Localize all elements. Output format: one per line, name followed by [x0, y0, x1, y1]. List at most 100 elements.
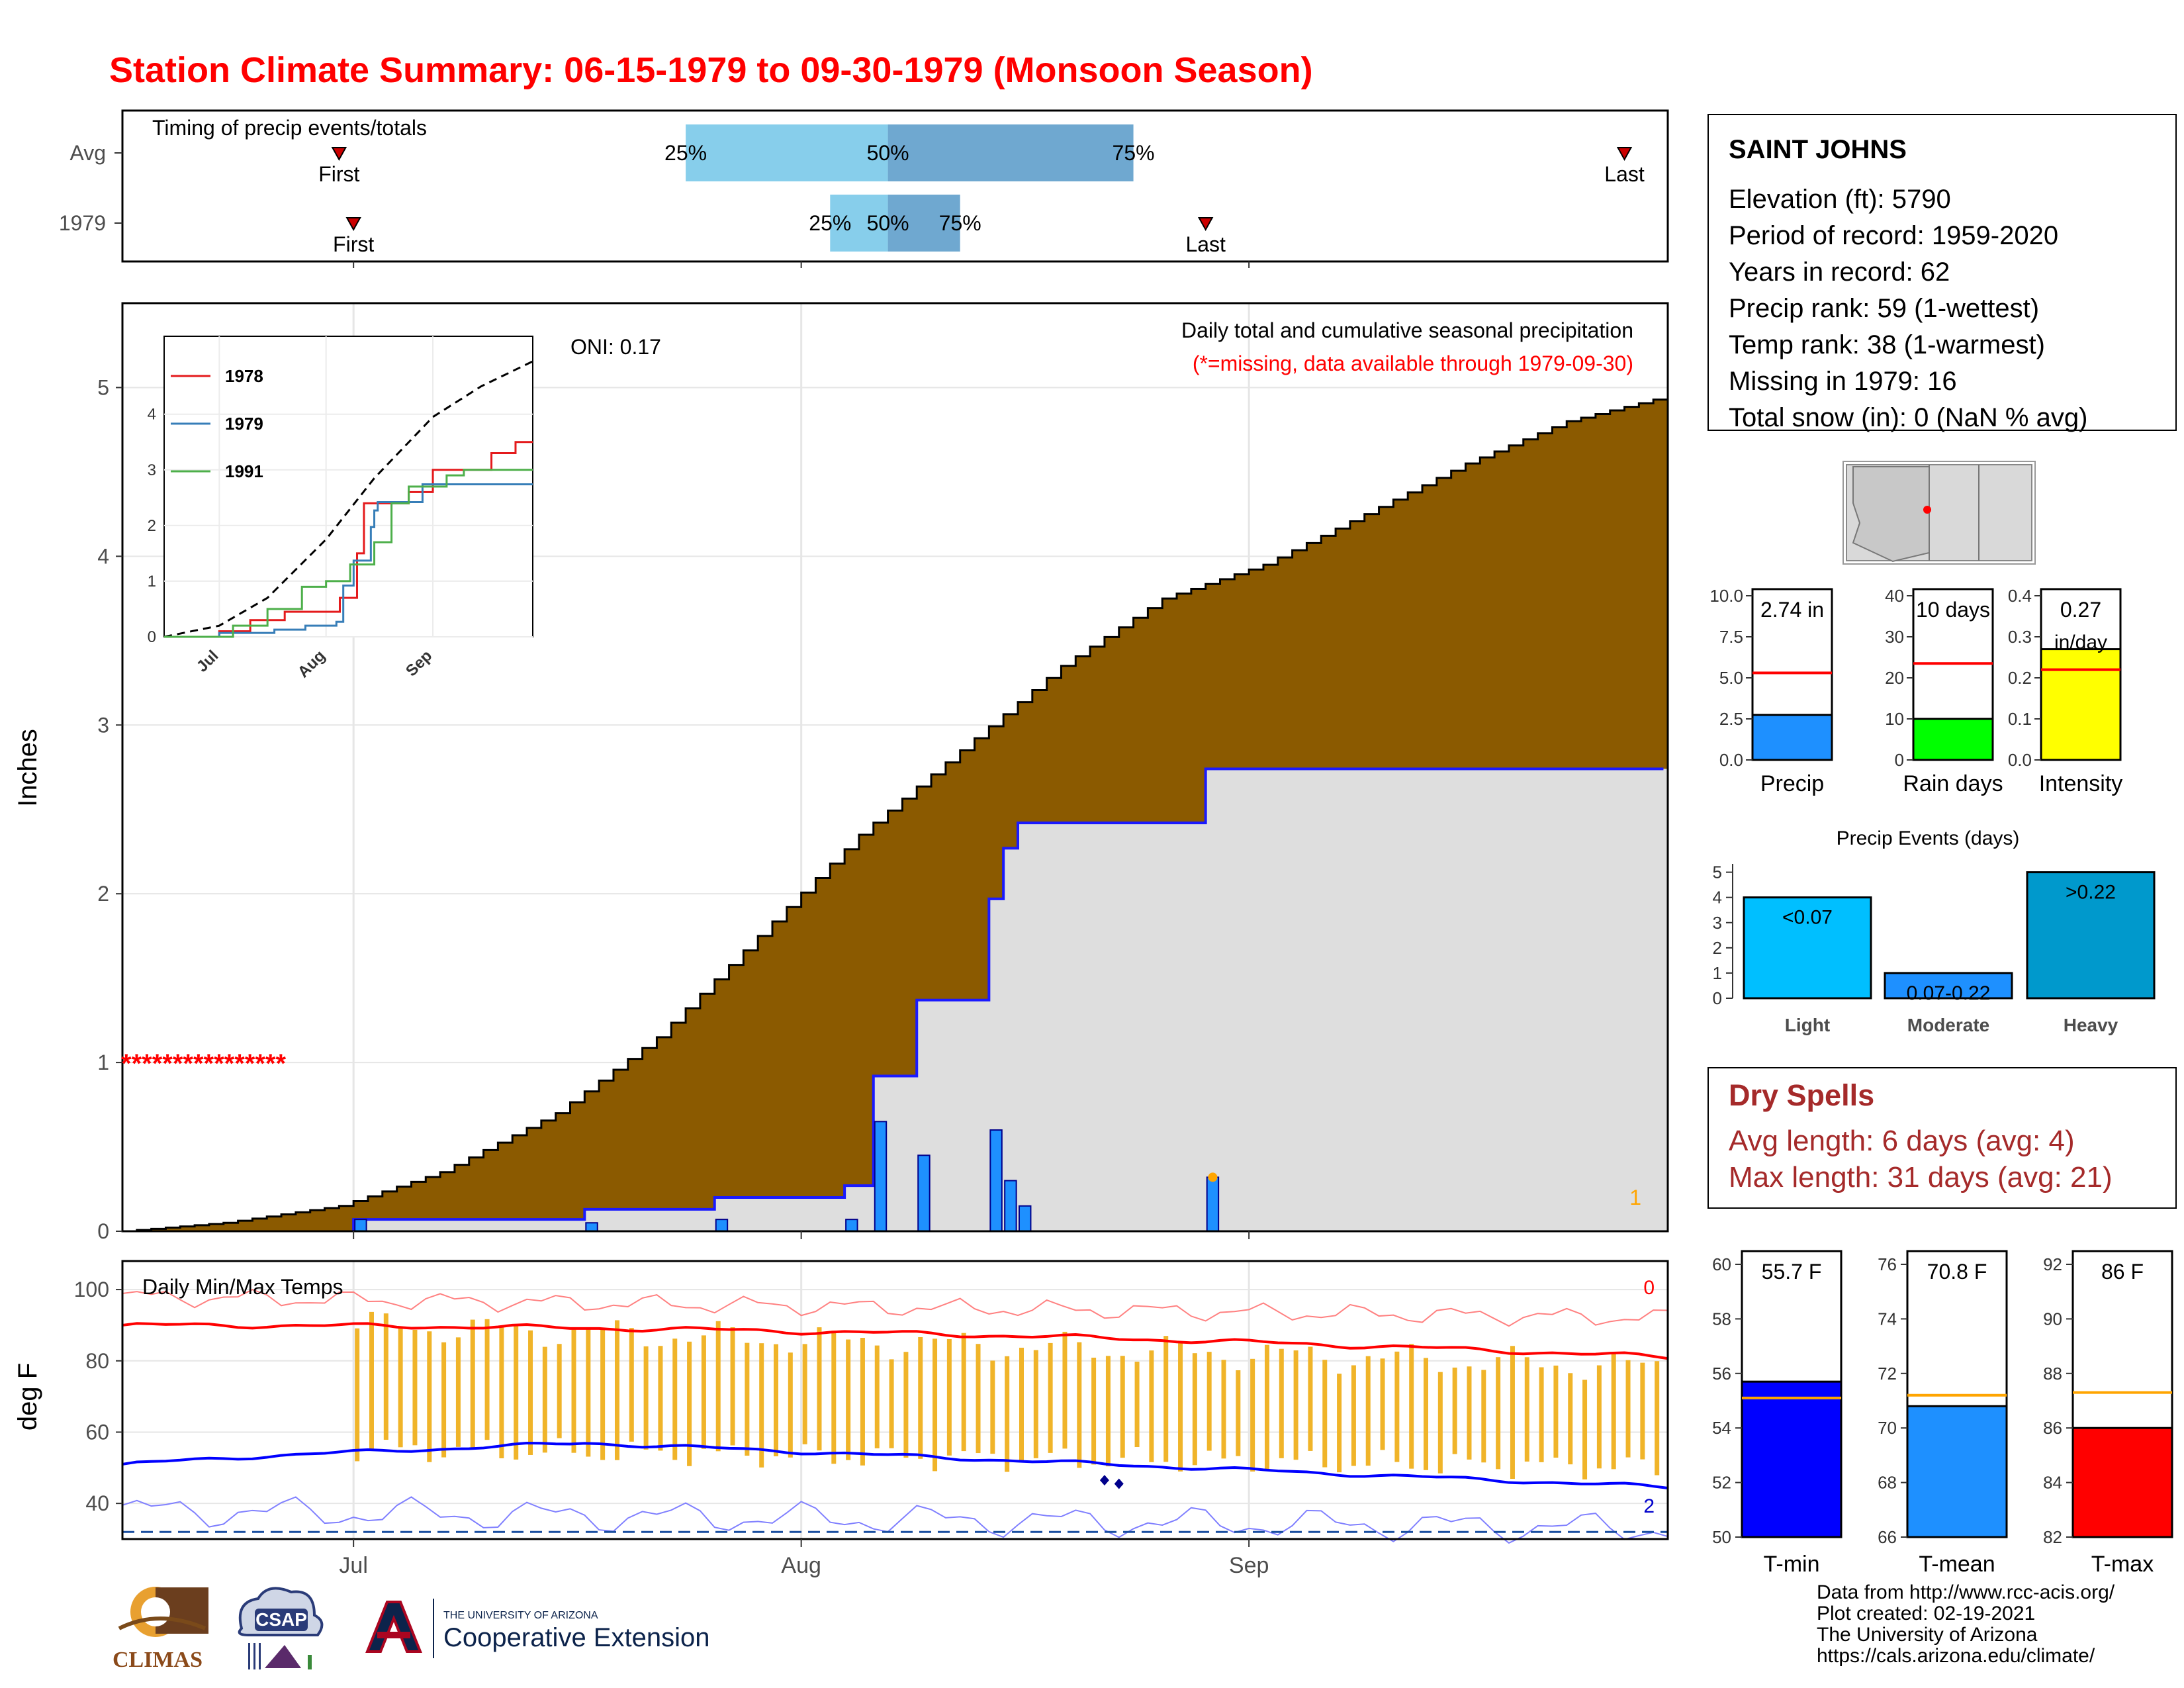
summary-bar-label: Intensity	[2039, 771, 2123, 796]
daily-temp-range-bar	[614, 1320, 619, 1460]
precip-events-bar-heavy	[2026, 871, 2156, 1000]
inset-y-tick-label: 1	[148, 573, 156, 590]
daily-temp-range-bar	[874, 1345, 880, 1448]
summary-bar-value-unit: in/day	[2054, 632, 2107, 653]
precip-corner-count: 1	[1629, 1186, 1641, 1209]
daily-temp-range-bar	[1293, 1350, 1298, 1460]
map-arizona-shape	[1852, 466, 1930, 563]
daily-temp-range-bar	[1611, 1353, 1616, 1470]
daily-temp-range-bar	[1048, 1342, 1053, 1453]
inset-y-tick-label: 2	[148, 517, 156, 535]
inset-legend-label: 1979	[225, 414, 263, 434]
precip-events-tick-label: 4	[1713, 888, 1722, 908]
temperature-y-tick-label: 60	[85, 1420, 109, 1444]
daily-temp-range-bar	[1655, 1361, 1660, 1476]
precip-y-tick-label: 2	[97, 882, 109, 906]
record-low-line	[122, 1496, 1668, 1544]
daily-temp-range-bar	[961, 1333, 966, 1452]
daily-temp-range-bar	[846, 1339, 851, 1460]
daily-precip-bar	[1206, 1176, 1220, 1232]
daily-temp-range-bar	[1120, 1356, 1125, 1458]
precip-y-tick-label: 1	[97, 1051, 109, 1074]
station-elevation: Elevation (ft): 5790	[1729, 185, 1951, 214]
inset-y-tick-label: 4	[148, 406, 156, 424]
summary-bar-0	[1751, 714, 1833, 761]
daily-temp-range-bar	[1365, 1356, 1371, 1466]
temp-summary-tick-label: 70	[1878, 1418, 1897, 1438]
station-name: SAINT JOHNS	[1729, 135, 1907, 164]
temperature-count-top: 0	[1643, 1277, 1655, 1299]
summary-bar-tick-label: 0.2	[2008, 668, 2032, 688]
precip-events-bar-label: Moderate	[1907, 1015, 1989, 1035]
timing-q50-label: 50%	[867, 141, 909, 165]
daily-temp-range-bar	[1019, 1347, 1024, 1462]
summary-bar-tick-label: 0.0	[2008, 750, 2032, 770]
temp-summary-tick-label: 60	[1712, 1254, 1731, 1274]
record-low-marker	[1099, 1475, 1109, 1486]
temp-summary-tick-label: 74	[1878, 1309, 1897, 1329]
precip-events-tick-label: 0	[1713, 988, 1722, 1008]
timing-last-label: Last	[1185, 232, 1226, 256]
daily-temp-range-bar	[715, 1321, 721, 1452]
precip-events-bar-value: <0.07	[1782, 907, 1833, 929]
logo-strip: CLIMAS CSAP THE UNIVERSITY OF ARIZONA Co…	[113, 1587, 709, 1672]
daily-temp-range-bar	[455, 1337, 461, 1447]
precip-y-tick-label: 3	[97, 713, 109, 737]
daily-temp-range-bar	[1510, 1346, 1515, 1479]
daily-precip-bar	[715, 1219, 729, 1233]
station-missing: Missing in 1979: 16	[1729, 367, 1957, 396]
inset-y-tick-label: 0	[148, 628, 156, 646]
daily-temp-range-bar	[1437, 1372, 1443, 1474]
inset-frame	[163, 336, 533, 637]
daily-temp-range-bar	[1163, 1336, 1169, 1462]
daily-temp-range-bar	[1394, 1351, 1400, 1462]
x-axis-month-label: Sep	[1229, 1553, 1269, 1578]
daily-temp-range-bar	[1062, 1331, 1068, 1449]
daily-temp-range-bar	[1221, 1360, 1226, 1459]
daily-temp-range-bar	[1640, 1362, 1645, 1460]
dry-spells-box: Dry Spells Avg length: 6 days (avg: 4) M…	[1707, 1067, 2177, 1209]
daily-temp-range-bar	[1351, 1365, 1356, 1466]
temperature-panel-frame	[121, 1260, 1669, 1540]
ua-logo-line2: Cooperative Extension	[443, 1623, 709, 1652]
temp-summary-tick-label: 84	[2043, 1473, 2062, 1493]
summary-bar-value: 0.27	[2060, 598, 2101, 622]
daily-temp-range-bar	[745, 1342, 750, 1456]
daily-temp-range-bar	[1077, 1342, 1082, 1468]
temp-summary-value: 55.7 F	[1762, 1260, 1822, 1284]
daily-temp-range-bar	[383, 1313, 388, 1440]
daily-temp-range-bar	[441, 1342, 447, 1458]
daily-temp-range-bar	[369, 1311, 374, 1451]
x-axis-month-label: Aug	[781, 1553, 821, 1578]
inset-average-line	[163, 360, 533, 638]
daily-temp-range-bar	[701, 1335, 706, 1449]
summary-bar-tick-label: 0.3	[2008, 627, 2032, 647]
timing-first-label: First	[318, 162, 359, 186]
precip-panel-title: Daily total and cumulative seasonal prec…	[1181, 318, 1633, 342]
summary-bar-tick-label: 0.1	[2008, 709, 2032, 729]
daily-temp-range-bar	[600, 1329, 606, 1460]
daily-temp-range-bar	[1596, 1365, 1602, 1469]
temp-summary-tick-label: 72	[1878, 1364, 1897, 1383]
temperature-count-bottom: 2	[1643, 1495, 1655, 1517]
timing-panel: Timing of precip events/totals 25% 50% 75%…	[59, 109, 1669, 263]
credit-university: The University of Arizona	[1817, 1624, 2038, 1646]
timing-row-label: 1979	[59, 211, 106, 235]
precip-events-tick-label: 3	[1713, 913, 1722, 933]
daily-precip-bar	[874, 1121, 887, 1232]
timing-last-label: Last	[1604, 162, 1645, 186]
timing-q25-label: 25%	[664, 141, 707, 165]
precip-events-bar-value: 0.07-0.22	[1907, 982, 1991, 1004]
daily-temp-range-bar	[730, 1327, 735, 1446]
average-low-line	[122, 1441, 1668, 1490]
station-years: Years in record: 62	[1729, 258, 1950, 287]
summary-bar-1	[1912, 718, 1994, 761]
credits: Data from http://www.rcc-acis.org/ Plot …	[1817, 1582, 2115, 1667]
daily-precip-max-marker	[1208, 1172, 1218, 1182]
precip-y-tick-label: 5	[97, 375, 109, 399]
temp-summary-tick-label: 88	[2043, 1364, 2062, 1383]
daily-temp-range-bar	[1279, 1348, 1284, 1458]
summary-bar-tick-label: 0.4	[2008, 586, 2032, 606]
daily-temp-range-bar	[1467, 1366, 1472, 1460]
daily-temp-range-bar	[687, 1341, 692, 1466]
